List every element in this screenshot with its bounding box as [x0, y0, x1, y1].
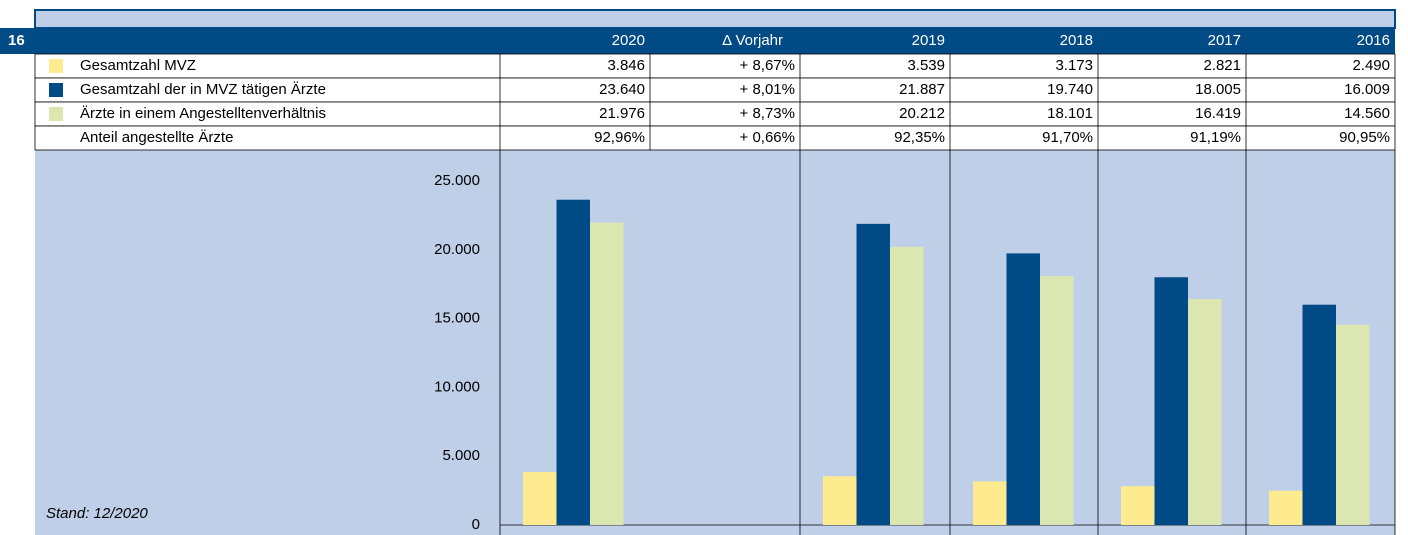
legend-swatch	[49, 83, 63, 97]
row-label: Anteil angestellte Ärzte	[80, 129, 233, 146]
value-cell: 14.560	[1344, 105, 1390, 122]
bar	[1188, 299, 1222, 525]
legend-label: Ärzte in einem Angestelltenverhältnis	[80, 105, 326, 122]
value-cell: 21.887	[899, 81, 945, 98]
bar	[1269, 490, 1303, 525]
value-cell: 91,70%	[1042, 129, 1093, 146]
delta-cell: + 8,67%	[740, 57, 795, 74]
header-row	[0, 28, 1395, 54]
y-tick-label: 25.000	[434, 172, 480, 189]
y-tick-label: 0	[472, 516, 480, 533]
bar	[556, 199, 590, 525]
delta-cell: + 8,73%	[740, 105, 795, 122]
value-cell: 92,35%	[894, 129, 945, 146]
bar	[1040, 275, 1074, 525]
bar	[1336, 324, 1370, 525]
column-header: 2018	[1060, 32, 1093, 49]
bar	[823, 476, 857, 525]
table-row	[34, 77, 1396, 103]
table-row	[34, 101, 1396, 127]
legend-label: Gesamtzahl der in MVZ tätigen Ärzte	[80, 81, 326, 98]
table-row	[34, 53, 1396, 79]
y-tick-label: 10.000	[434, 378, 480, 395]
table-number: 16	[8, 32, 25, 49]
value-cell: 91,19%	[1190, 129, 1241, 146]
value-cell: 2.821	[1203, 57, 1241, 74]
legend-label: Gesamtzahl MVZ	[80, 57, 196, 74]
column-header: 2017	[1208, 32, 1241, 49]
value-cell: 16.009	[1344, 81, 1390, 98]
annotation: Stand: 12/2020	[46, 505, 148, 522]
value-cell: 2.490	[1352, 57, 1390, 74]
value-cell: 21.976	[599, 105, 645, 122]
value-cell: 18.101	[1047, 105, 1093, 122]
column-header: 2016	[1357, 32, 1390, 49]
table-row	[34, 125, 1396, 151]
value-cell: 92,96%	[594, 129, 645, 146]
top-band	[34, 9, 1396, 29]
value-cell: 18.005	[1195, 81, 1241, 98]
y-tick-label: 5.000	[442, 447, 480, 464]
delta-cell: + 0,66%	[740, 129, 795, 146]
value-cell: 3.173	[1055, 57, 1093, 74]
column-header: 2020	[612, 32, 645, 49]
value-cell: 19.740	[1047, 81, 1093, 98]
delta-cell: + 8,01%	[740, 81, 795, 98]
legend-swatch	[49, 107, 63, 121]
y-tick-label: 20.000	[434, 241, 480, 258]
value-cell: 3.846	[607, 57, 645, 74]
value-cell: 23.640	[599, 81, 645, 98]
bar	[890, 246, 924, 525]
value-cell: 90,95%	[1339, 129, 1390, 146]
bar	[1302, 304, 1336, 525]
delta-header: Δ Vorjahr	[722, 32, 783, 49]
bar	[1006, 253, 1040, 525]
value-cell: 20.212	[899, 105, 945, 122]
legend-swatch	[49, 59, 63, 73]
bar	[523, 472, 557, 525]
value-cell: 16.419	[1195, 105, 1241, 122]
bar	[590, 222, 624, 526]
bar	[1154, 277, 1188, 525]
value-cell: 3.539	[907, 57, 945, 74]
column-header: 2019	[912, 32, 945, 49]
y-tick-label: 15.000	[434, 310, 480, 327]
bar	[856, 223, 890, 525]
bar	[973, 481, 1007, 525]
bar	[1121, 486, 1155, 525]
